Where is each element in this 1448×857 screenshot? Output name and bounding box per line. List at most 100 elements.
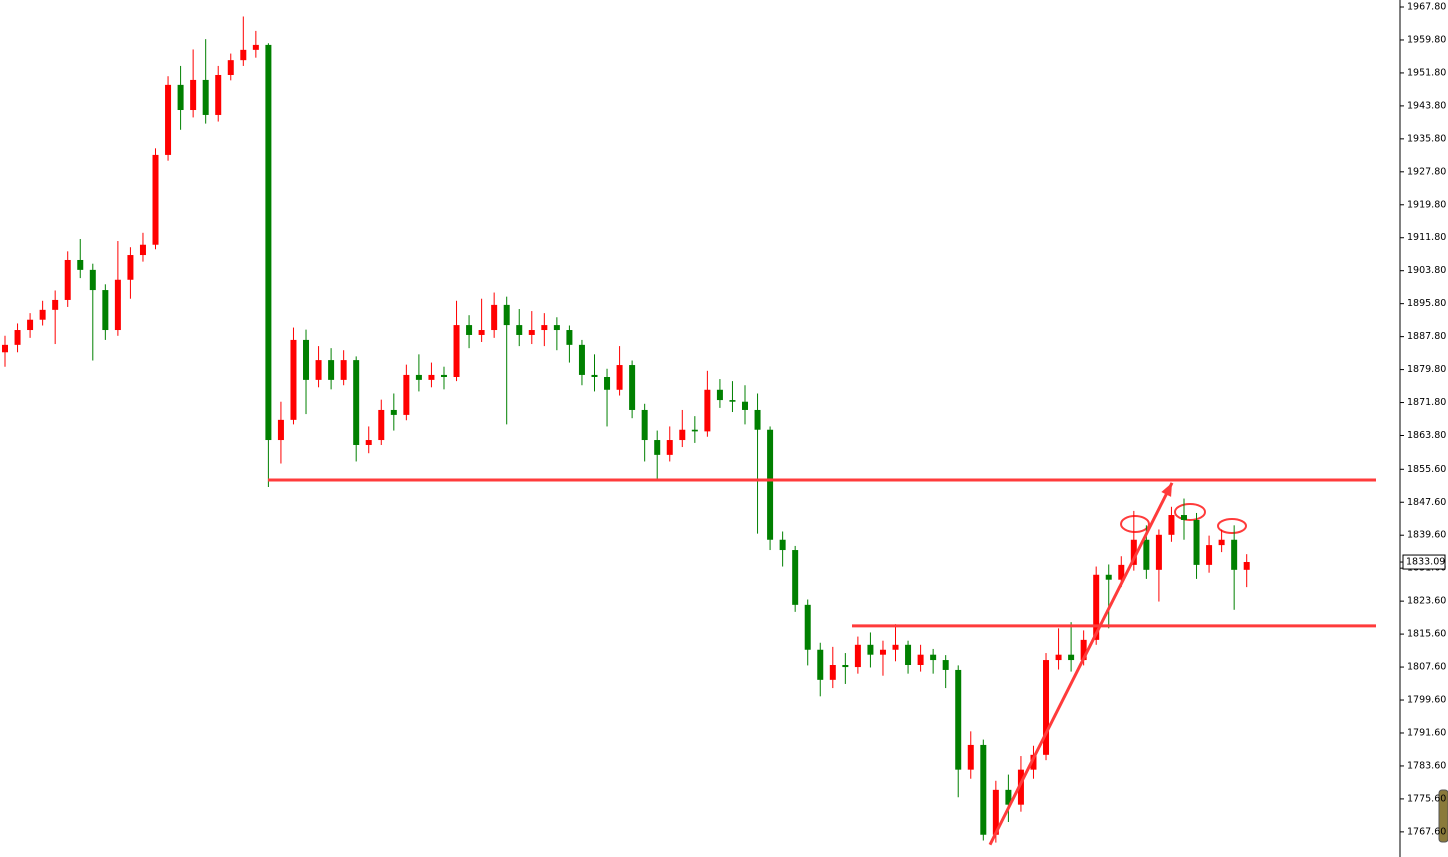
candle-body bbox=[27, 319, 34, 331]
y-tick-label: 1823.60 bbox=[1407, 596, 1446, 607]
last-price-label: 1833.09 bbox=[1406, 557, 1445, 568]
candle-body bbox=[491, 304, 498, 331]
candle-body bbox=[716, 389, 723, 401]
candle-body bbox=[1030, 754, 1037, 770]
candle-body bbox=[854, 644, 861, 668]
candle-body bbox=[365, 440, 372, 445]
candle-body bbox=[89, 269, 96, 291]
candle-body bbox=[453, 325, 460, 377]
candle-body bbox=[127, 255, 134, 280]
candle-body bbox=[2, 344, 8, 353]
scroll-widget[interactable] bbox=[1438, 789, 1448, 843]
candle-body bbox=[1218, 539, 1225, 546]
candle-body bbox=[541, 325, 548, 331]
candle-body bbox=[177, 84, 184, 111]
candle-body bbox=[679, 429, 686, 441]
candle-body bbox=[52, 299, 59, 310]
candle-body bbox=[202, 79, 209, 115]
candle-body bbox=[478, 330, 485, 335]
candle-body bbox=[578, 344, 585, 375]
candle-body bbox=[992, 789, 999, 835]
candle-body bbox=[1043, 660, 1050, 755]
candle-body bbox=[290, 339, 297, 420]
candle-body bbox=[729, 400, 736, 402]
candle-body bbox=[1243, 561, 1250, 570]
y-tick-label: 1911.80 bbox=[1407, 232, 1446, 243]
candle-body bbox=[1017, 769, 1024, 805]
candle-body bbox=[641, 409, 648, 441]
candle-body bbox=[905, 644, 912, 665]
candle-body bbox=[1231, 539, 1238, 570]
candle-body bbox=[1180, 515, 1187, 520]
candle-body bbox=[1206, 545, 1213, 565]
top-marker bbox=[1174, 503, 1206, 521]
candle-body bbox=[1155, 534, 1162, 570]
candle-body bbox=[742, 401, 749, 410]
candle-body bbox=[252, 44, 259, 50]
y-tick-label: 1775.60 bbox=[1407, 793, 1446, 804]
candle-body bbox=[1055, 654, 1062, 661]
y-tick-label: 1847.60 bbox=[1407, 497, 1446, 508]
y-tick-label: 1871.80 bbox=[1407, 397, 1446, 408]
y-tick-label: 1903.80 bbox=[1407, 265, 1446, 276]
candle-body bbox=[1143, 539, 1150, 570]
y-tick-label: 1791.60 bbox=[1407, 727, 1446, 738]
candle-body bbox=[1168, 515, 1175, 535]
y-tick-label: 1935.80 bbox=[1407, 133, 1446, 144]
candle-body bbox=[967, 744, 974, 770]
top-marker bbox=[1120, 515, 1150, 533]
candle-body bbox=[328, 360, 335, 380]
candle-body bbox=[190, 79, 197, 111]
candle-body bbox=[315, 360, 322, 380]
candle-body bbox=[980, 744, 987, 835]
candle-body bbox=[440, 374, 447, 377]
candle-body bbox=[227, 60, 234, 75]
candle-body bbox=[1068, 654, 1075, 661]
candle-body bbox=[591, 374, 598, 377]
candle-body bbox=[767, 429, 774, 540]
candle-body bbox=[867, 644, 874, 655]
candle-body bbox=[1118, 564, 1125, 580]
candle-body bbox=[629, 365, 636, 410]
candle-body bbox=[165, 84, 172, 155]
candle-body bbox=[528, 330, 535, 335]
candle-body bbox=[139, 244, 146, 256]
candle-body bbox=[842, 664, 849, 668]
y-tick-label: 1967.80 bbox=[1407, 2, 1446, 13]
y-tick-label: 1879.80 bbox=[1407, 364, 1446, 375]
candle-body bbox=[1130, 539, 1137, 565]
y-tick-label: 1927.80 bbox=[1407, 166, 1446, 177]
y-tick-label: 1799.60 bbox=[1407, 695, 1446, 706]
candle-body bbox=[516, 325, 523, 335]
y-tick-label: 1815.60 bbox=[1407, 629, 1446, 640]
y-tick-label: 1767.60 bbox=[1407, 826, 1446, 837]
trend-arrow bbox=[988, 482, 1174, 846]
candle-body bbox=[152, 154, 159, 245]
candle-body bbox=[265, 44, 272, 441]
candle-body bbox=[892, 644, 899, 650]
y-tick-label: 1783.60 bbox=[1407, 760, 1446, 771]
candle-body bbox=[817, 649, 824, 680]
candle-body bbox=[704, 389, 711, 432]
candle-body bbox=[303, 339, 310, 380]
candle-body bbox=[240, 49, 247, 61]
candle-body bbox=[102, 290, 109, 331]
candle-body bbox=[428, 374, 435, 380]
candle-body bbox=[1193, 519, 1200, 565]
top-marker bbox=[1217, 518, 1247, 534]
candle-body bbox=[829, 664, 836, 680]
candle-body bbox=[503, 304, 510, 326]
candle-body bbox=[616, 365, 623, 390]
candle-body bbox=[114, 279, 121, 331]
candle-body bbox=[754, 409, 761, 430]
y-tick-label: 1895.80 bbox=[1407, 298, 1446, 309]
candle-body bbox=[566, 330, 573, 345]
candle-body bbox=[930, 654, 937, 661]
last-price-box bbox=[1402, 554, 1446, 570]
candle-body bbox=[1105, 574, 1112, 580]
candle-body bbox=[415, 374, 422, 380]
candle-body bbox=[39, 309, 46, 320]
y-tick-label: 1807.60 bbox=[1407, 662, 1446, 673]
